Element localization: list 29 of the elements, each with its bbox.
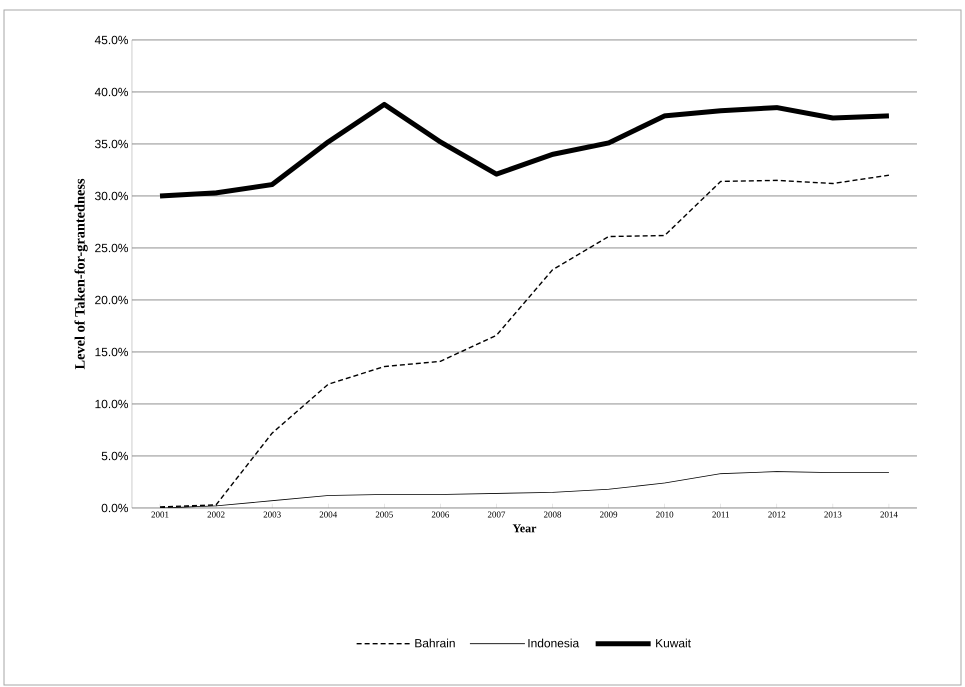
x-tick-label: 2005 <box>376 512 393 518</box>
x-tick-label: 2011 <box>712 512 729 518</box>
x-tick-label: 2007 <box>488 512 506 518</box>
y-tick-label: 30.0% <box>95 192 128 200</box>
x-tick-label: 2014 <box>880 512 898 518</box>
x-tick-label: 2001 <box>151 512 168 518</box>
y-tick-label: 20.0% <box>95 296 128 304</box>
y-tick-label: 40.0% <box>94 88 128 96</box>
y-tick-label: 15.0% <box>95 348 128 356</box>
legend-label: Bahrain <box>415 638 455 648</box>
x-tick-label: 2006 <box>432 512 450 518</box>
y-tick-label: 10.0% <box>95 400 128 408</box>
y-tick-label: 45.0% <box>94 36 128 44</box>
x-tick-label: 2002 <box>208 512 225 518</box>
x-tick-label: 2009 <box>600 512 618 518</box>
x-tick-label: 2008 <box>544 512 562 518</box>
y-tick-label: 35.0% <box>95 140 128 148</box>
x-tick-label: 2010 <box>656 512 674 518</box>
x-tick-label: 2013 <box>824 512 842 518</box>
legend-label: Kuwait <box>656 638 691 648</box>
x-tick-label: 2012 <box>768 512 786 518</box>
x-axis-title: Year <box>512 524 536 532</box>
x-tick-label: 2003 <box>264 512 281 518</box>
x-tick-label: 2004 <box>320 512 338 518</box>
legend-label: Indonesia <box>528 638 580 648</box>
y-tick-label: 0.0% <box>102 504 128 512</box>
y-tick-label: 5.0% <box>102 452 128 460</box>
y-tick-label: 25.0% <box>95 244 128 252</box>
y-axis-title: Level of Taken-for-grantedness <box>74 178 88 370</box>
